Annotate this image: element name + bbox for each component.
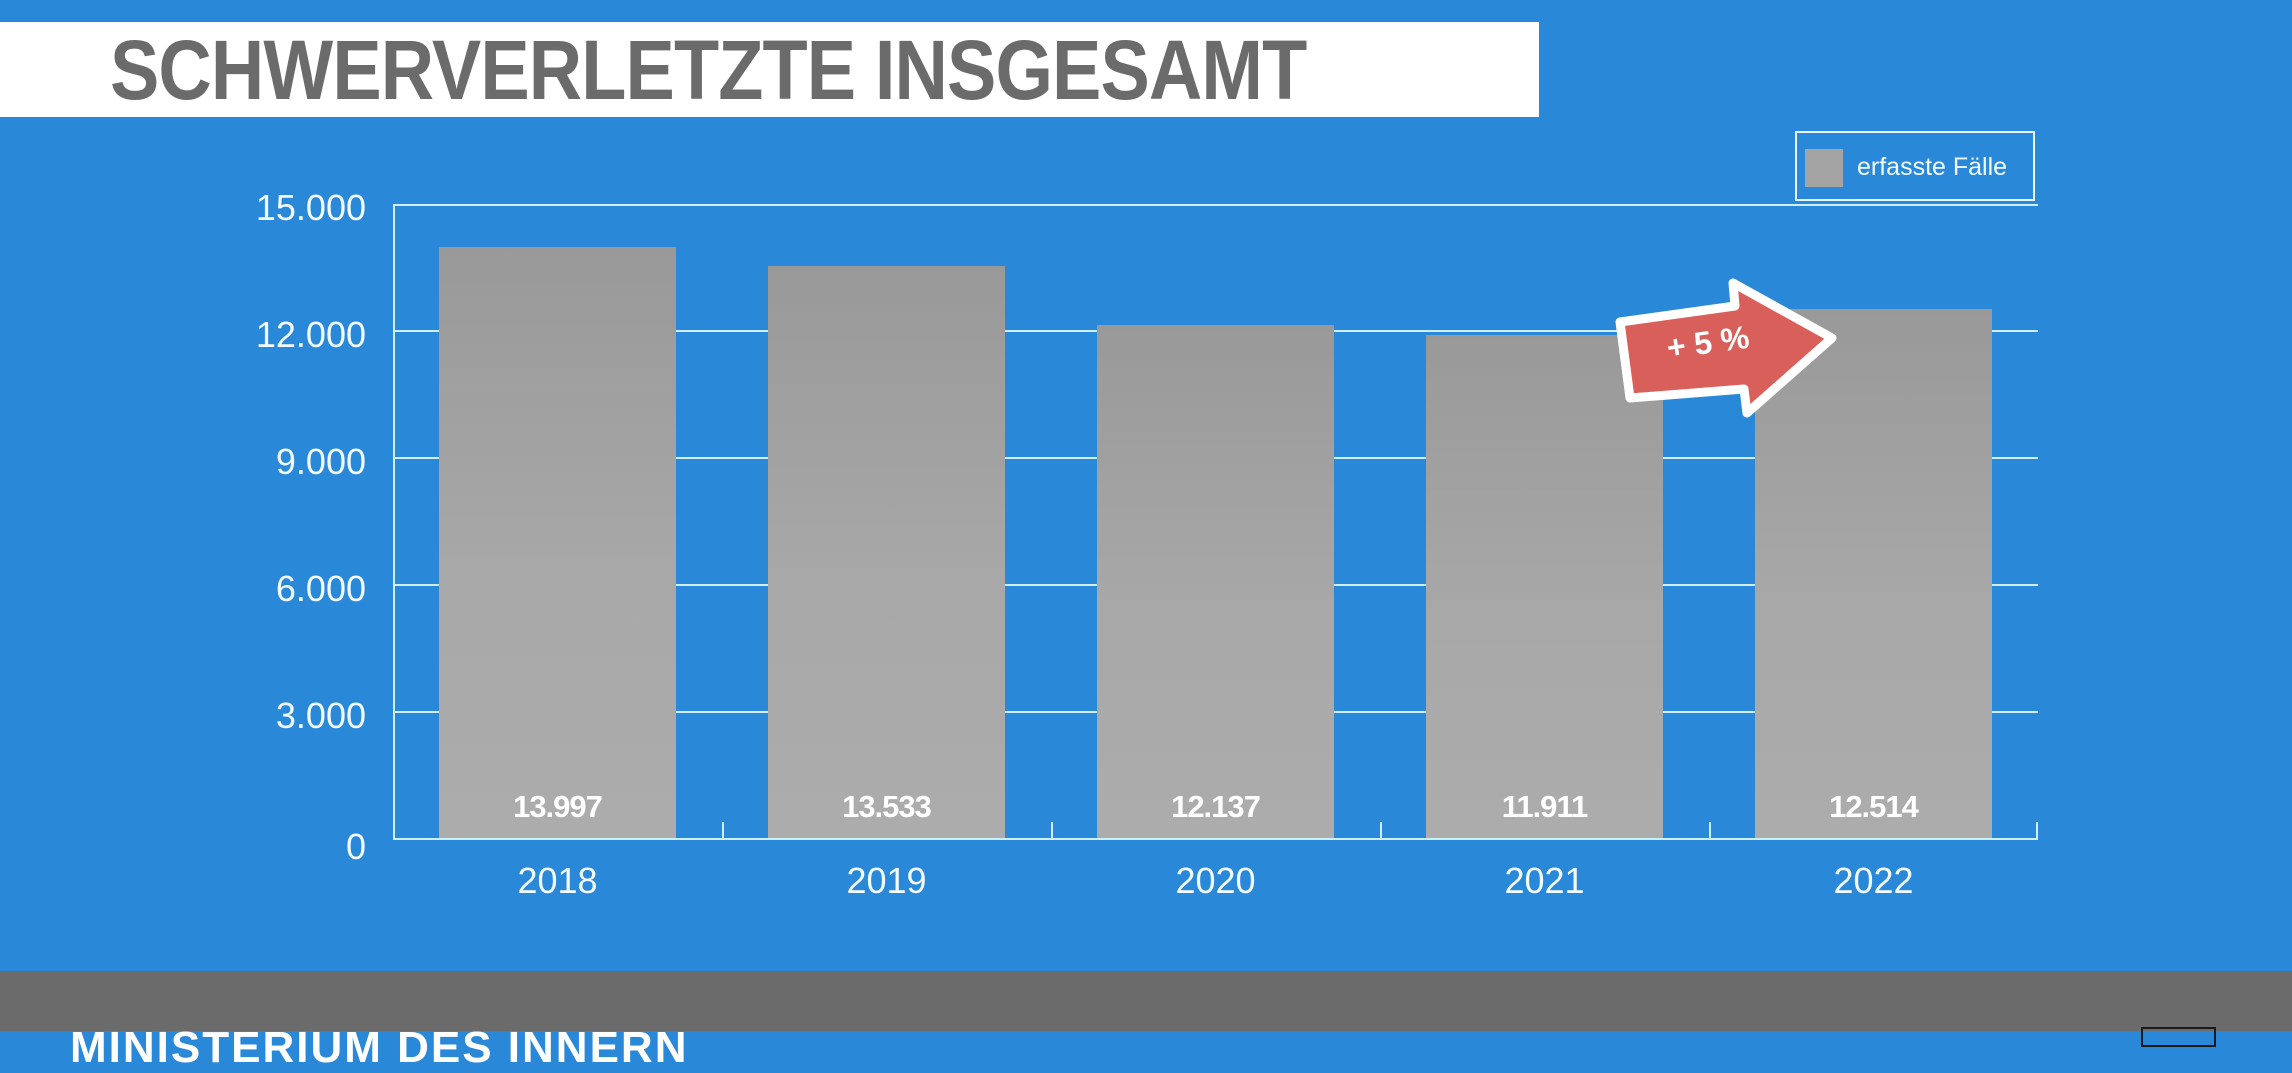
arrow-right-icon (1615, 278, 1837, 418)
bar-value-label: 13.533 (842, 789, 932, 824)
chart-title: SCHWERVERLETZTE INSGESAMT (110, 23, 1307, 117)
x-tick-label: 2018 (517, 860, 598, 901)
y-tick-label: 12.000 (255, 314, 366, 355)
y-tick-label: 9.000 (275, 441, 366, 482)
y-tick-label: 15.000 (255, 187, 366, 228)
x-tick-label: 2022 (1833, 860, 1914, 901)
y-tick-label: 0 (345, 826, 366, 867)
x-tick (1709, 822, 1711, 839)
bar-value-label: 13.997 (513, 789, 603, 824)
y-tick-label: 6.000 (275, 568, 366, 609)
bar-2022: 12.514 (1755, 309, 1992, 839)
increase-annotation: + 5 % (1612, 276, 1842, 421)
bar-value-label: 11.911 (1501, 789, 1588, 824)
x-tick (1051, 822, 1053, 839)
bar-2018: 13.997 (439, 247, 676, 839)
y-tick-label: 3.000 (275, 695, 366, 736)
bar-value-label: 12.137 (1171, 789, 1261, 824)
bar-value-label: 12.514 (1829, 789, 1919, 824)
legend: erfasste Fälle (1795, 131, 2035, 201)
x-tick (2036, 822, 2038, 839)
bar-2021: 11.911 (1426, 335, 1663, 839)
legend-swatch-icon (1805, 149, 1843, 187)
footer-bar: MINISTERIUM DES INNERN (0, 971, 2292, 1072)
title-banner: SCHWERVERLETZTE INSGESAMT (0, 22, 1539, 117)
plot-area: 13.997 13.533 12.137 11.911 12.514 2018 … (393, 204, 2038, 901)
bar-2020: 12.137 (1097, 325, 1334, 839)
logo-icon (2141, 1027, 2216, 1047)
legend-label: erfasste Fälle (1857, 153, 2008, 181)
x-tick-label: 2020 (1175, 860, 1256, 901)
x-tick (1380, 822, 1382, 839)
x-axis-line (393, 838, 2038, 840)
x-tick (722, 822, 724, 839)
bar-2019: 13.533 (768, 266, 1005, 839)
x-tick-label: 2019 (846, 860, 927, 901)
gridline (393, 204, 2038, 206)
x-tick-label: 2021 (1504, 860, 1585, 901)
y-axis-line (393, 204, 395, 840)
